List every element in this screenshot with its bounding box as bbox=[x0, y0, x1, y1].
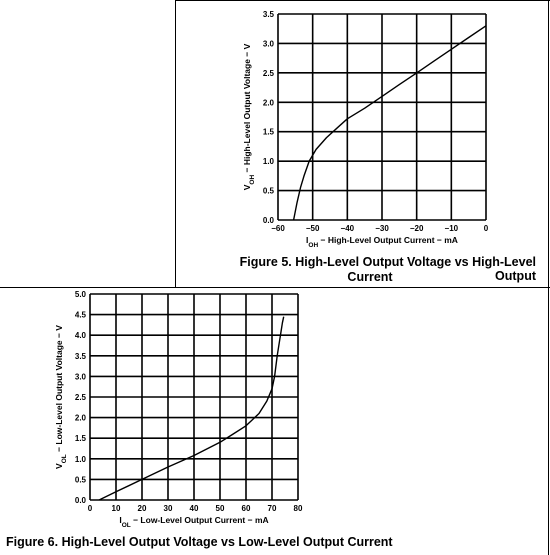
y-tick-label: 2.0 bbox=[263, 98, 275, 107]
y-tick-label: 3.0 bbox=[263, 39, 275, 48]
data-series bbox=[292, 25, 487, 221]
y-tick-label: 4.5 bbox=[75, 311, 87, 320]
y-tick-label: 3.5 bbox=[75, 352, 87, 361]
chart-low-level-output-voltage: 0 10 20 30 40 50 60 70 80 0.0 0.5 1.0 1.5 2.0 2.5 3.0 3… bbox=[54, 290, 303, 529]
y-tick-label: 3.5 bbox=[263, 10, 275, 19]
x-tick-label: 0 bbox=[88, 504, 93, 513]
x-tick-label: 50 bbox=[216, 504, 225, 513]
left-rule-top bbox=[175, 0, 176, 287]
y-tick-label: 1.0 bbox=[263, 157, 275, 166]
middle-rule bbox=[0, 287, 550, 288]
x-tick-label: −40 bbox=[341, 224, 355, 233]
x-tick-label: −60 bbox=[271, 224, 285, 233]
x-tick-label: 40 bbox=[190, 504, 199, 513]
figure-5-caption-line2: Current bbox=[347, 270, 393, 284]
x-tick-label: 80 bbox=[294, 504, 303, 513]
data-series bbox=[98, 316, 285, 501]
x-axis-label: IOH − High-Level Output Current − mA bbox=[306, 235, 458, 249]
x-axis-label: IOL − Low-Level Output Current − mA bbox=[119, 515, 268, 529]
y-tick-label: 1.5 bbox=[75, 434, 87, 443]
y-tick-label: 2.5 bbox=[263, 69, 275, 78]
x-tick-label: 0 bbox=[484, 224, 489, 233]
grid-lines bbox=[277, 13, 487, 221]
x-tick-label: 70 bbox=[268, 504, 277, 513]
x-tick-label: 60 bbox=[242, 504, 251, 513]
y-tick-labels: 0.0 0.5 1.0 1.5 2.0 2.5 3.0 3.5 4.0 4.5 5.0 bbox=[75, 290, 87, 505]
figure-5-caption-line1: Figure 5. High-Level Output Voltage vs H… bbox=[239, 255, 536, 283]
x-tick-labels: −60 −50 −40 −30 −20 −10 0 bbox=[271, 224, 489, 233]
top-rule bbox=[175, 0, 550, 1]
y-tick-label: 5.0 bbox=[75, 290, 87, 299]
y-tick-label: 2.0 bbox=[75, 414, 87, 423]
x-tick-labels: 0 10 20 30 40 50 60 70 80 bbox=[88, 504, 303, 513]
y-tick-label: 1.5 bbox=[263, 128, 275, 137]
x-tick-label: −30 bbox=[375, 224, 389, 233]
y-tick-label: 4.0 bbox=[75, 331, 87, 340]
y-tick-label: 0.5 bbox=[75, 475, 87, 484]
y-tick-label: 0.0 bbox=[263, 216, 275, 225]
y-axis-label: VOL − Low-Level Output Voltage − V bbox=[54, 325, 68, 469]
y-axis-label: VOH − High-Level Output Voltage − V bbox=[242, 43, 256, 190]
x-tick-label: −50 bbox=[306, 224, 320, 233]
x-tick-label: −10 bbox=[445, 224, 459, 233]
series-line bbox=[292, 25, 487, 221]
y-tick-label: 0.0 bbox=[75, 496, 87, 505]
y-tick-label: 3.0 bbox=[75, 372, 87, 381]
y-tick-label: 2.5 bbox=[75, 393, 87, 402]
figure-6-caption: Figure 6. High-Level Output Voltage vs L… bbox=[6, 535, 393, 549]
right-rule bbox=[548, 0, 549, 555]
grid-lines bbox=[89, 293, 299, 501]
x-tick-label: −20 bbox=[410, 224, 424, 233]
y-tick-label: 1.0 bbox=[75, 455, 87, 464]
y-tick-labels: 0.0 0.5 1.0 1.5 2.0 2.5 3.0 3.5 bbox=[263, 10, 275, 225]
chart-high-level-output-voltage: −60 −50 −40 −30 −20 −10 0 0.0 0.5 1.0 1.5 2.0 2.5 3.… bbox=[242, 10, 489, 249]
x-tick-label: 20 bbox=[138, 504, 147, 513]
series-line bbox=[98, 316, 285, 501]
y-tick-label: 0.5 bbox=[263, 187, 275, 196]
x-tick-label: 30 bbox=[164, 504, 173, 513]
x-tick-label: 10 bbox=[112, 504, 121, 513]
